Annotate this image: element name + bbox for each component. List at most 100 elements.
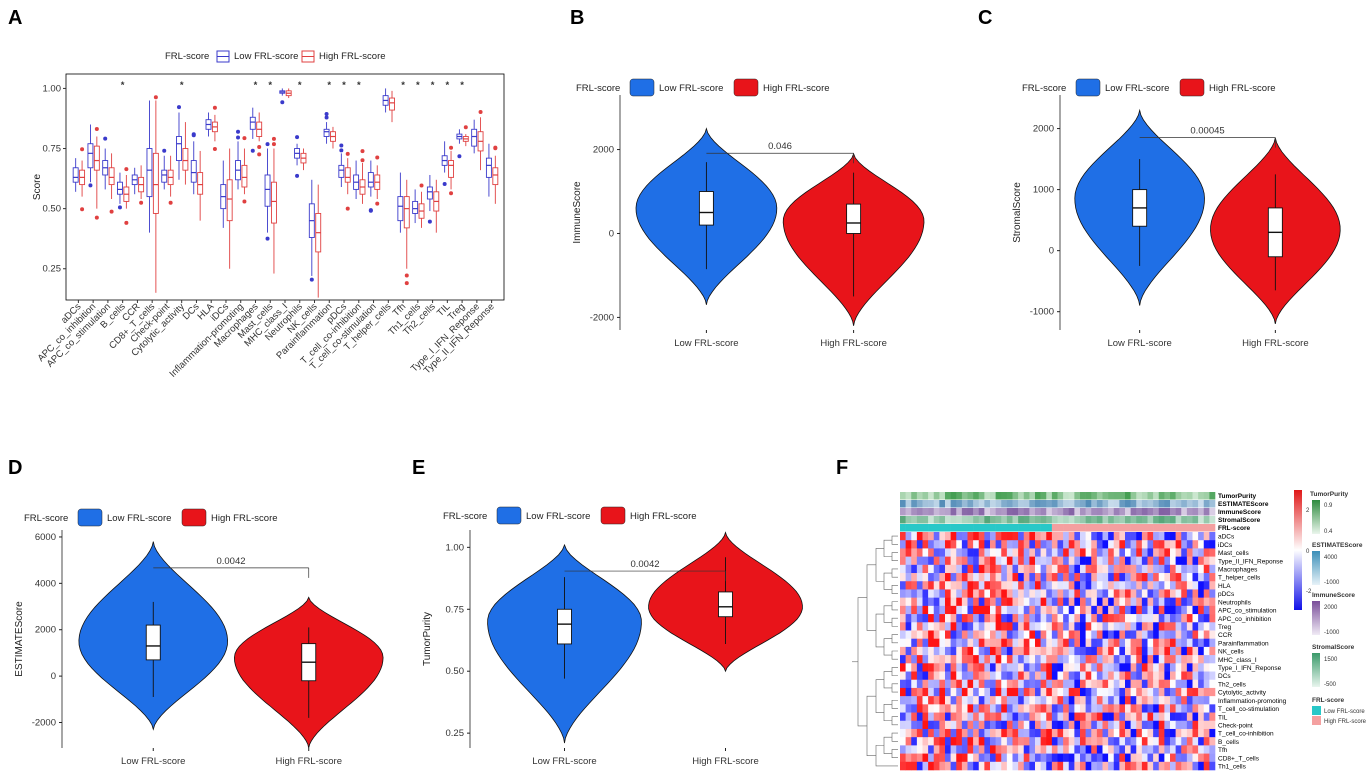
heatmap-cell bbox=[1012, 573, 1019, 582]
track-cell bbox=[1102, 516, 1109, 524]
heatmap-cell bbox=[1147, 671, 1154, 681]
heatmap-cell bbox=[1153, 745, 1160, 754]
heatmap-cell bbox=[1108, 671, 1115, 681]
track-cell bbox=[933, 524, 940, 532]
heatmap-cell bbox=[1096, 712, 1103, 722]
track-cell bbox=[1001, 492, 1008, 500]
heatmap-cell bbox=[1080, 630, 1086, 639]
track-cell bbox=[928, 516, 935, 524]
heatmap-cell bbox=[1091, 737, 1098, 746]
heatmap-cell bbox=[1029, 532, 1036, 541]
track-cell bbox=[1125, 516, 1131, 524]
heatmap-cell bbox=[1001, 556, 1008, 566]
heatmap-cell bbox=[1141, 638, 1148, 648]
track-cell bbox=[911, 492, 918, 500]
heatmap-cell bbox=[1012, 753, 1019, 763]
panel-c-ytick-label: 2000 bbox=[1033, 124, 1054, 135]
heatmap-cell bbox=[950, 564, 957, 574]
track-cell bbox=[1023, 516, 1030, 524]
heatmap-cell bbox=[1147, 622, 1154, 631]
heatmap-cell bbox=[1186, 630, 1193, 639]
heatmap-cell bbox=[928, 573, 935, 582]
track-cell bbox=[956, 516, 963, 524]
heatmap-cell bbox=[1040, 745, 1047, 754]
panel-b-ylabel: ImmuneScore bbox=[572, 181, 583, 244]
heatmap-cell bbox=[1096, 630, 1103, 639]
heatmap-cell bbox=[1006, 737, 1013, 746]
heatmap-cell bbox=[1125, 581, 1131, 590]
heatmap-cell bbox=[1181, 679, 1188, 689]
heatmap-cell bbox=[1203, 548, 1210, 557]
track-cell bbox=[928, 500, 935, 508]
track-cell bbox=[945, 492, 951, 500]
heatmap-cell bbox=[1119, 564, 1126, 574]
heatmap-cell bbox=[939, 687, 946, 697]
heatmap-cell bbox=[1012, 532, 1019, 541]
a-outlier bbox=[257, 145, 262, 150]
heatmap-cell bbox=[995, 745, 1002, 754]
heatmap-cell bbox=[1119, 589, 1126, 598]
heatmap-cell bbox=[1192, 753, 1199, 763]
track-cell bbox=[1113, 524, 1120, 532]
panel-label-c: C bbox=[978, 7, 992, 29]
heatmap-cell bbox=[1080, 573, 1086, 582]
heatmap-cell bbox=[1023, 671, 1030, 681]
heatmap-cell bbox=[1051, 622, 1058, 631]
track-cell bbox=[1181, 516, 1188, 524]
heatmap-cell bbox=[961, 638, 968, 648]
heatmap-row-label: CD8+_T_cells bbox=[1218, 755, 1260, 762]
heatmap-cell bbox=[1091, 728, 1098, 738]
heatmap-cell bbox=[916, 728, 923, 738]
panel-b-legend-low-swatch bbox=[629, 78, 655, 97]
heatmap-cell bbox=[928, 745, 935, 754]
heatmap-cell bbox=[900, 638, 906, 648]
heatmap-cell bbox=[978, 671, 985, 681]
heatmap-cell bbox=[1006, 548, 1013, 557]
heatmap-cell bbox=[1153, 630, 1160, 639]
heatmap-cell bbox=[1141, 597, 1148, 607]
heatmap-cell bbox=[1080, 605, 1086, 615]
heatmap-cell bbox=[950, 663, 957, 672]
dendrogram-branch bbox=[891, 749, 898, 758]
track-cell bbox=[1125, 500, 1131, 508]
heatmap-cell bbox=[1130, 622, 1137, 631]
panel-b: FRL-score Low FRL-score High FRL-score-200… bbox=[572, 78, 925, 349]
heatmap-cell bbox=[905, 720, 912, 730]
heatmap-cell bbox=[956, 728, 963, 738]
track-cell bbox=[1164, 508, 1171, 516]
heatmap-cell bbox=[1158, 581, 1165, 590]
heatmap-cell bbox=[978, 597, 985, 607]
heatmap-cell bbox=[1158, 712, 1165, 722]
heatmap-cell bbox=[1063, 720, 1070, 730]
heatmap-row-label: T_cell_co-inhibition bbox=[1218, 731, 1274, 738]
heatmap-cell bbox=[933, 614, 940, 623]
a-outlier bbox=[375, 155, 380, 160]
heatmap-cell bbox=[1153, 638, 1160, 648]
heatmap-cell bbox=[1001, 720, 1008, 730]
heatmap-row-label: Mast_cells bbox=[1218, 550, 1249, 557]
heatmap-cell bbox=[1119, 540, 1126, 549]
heatmap-cell bbox=[1141, 663, 1148, 672]
heatmap-cell bbox=[1096, 622, 1103, 631]
heatmap-cell bbox=[1209, 728, 1216, 738]
heatmap-cell bbox=[1023, 728, 1030, 738]
heatmap-cell bbox=[939, 622, 946, 631]
heatmap-cell bbox=[1192, 589, 1199, 598]
heatmap-cell bbox=[1147, 532, 1154, 541]
heatmap-cell bbox=[1023, 655, 1030, 664]
heatmap-cell bbox=[1063, 589, 1070, 598]
heatmap-cell bbox=[1035, 532, 1041, 541]
heatmap-cell bbox=[1040, 761, 1047, 771]
heatmap-cell bbox=[1091, 573, 1098, 582]
heatmap-cell bbox=[911, 597, 918, 607]
panel-e-ytick-label: 1.00 bbox=[446, 542, 465, 553]
heatmap-cell bbox=[995, 737, 1002, 746]
heatmap-cell bbox=[1074, 581, 1081, 590]
track-cell bbox=[1203, 492, 1210, 500]
panel-e-legend-high-label: High FRL-score bbox=[630, 511, 697, 522]
heatmap-cell bbox=[1096, 646, 1103, 656]
track-cell bbox=[1057, 500, 1064, 508]
heatmap-cell bbox=[978, 753, 985, 763]
heatmap-cell bbox=[1018, 728, 1025, 738]
heatmap-cell bbox=[1063, 696, 1070, 705]
